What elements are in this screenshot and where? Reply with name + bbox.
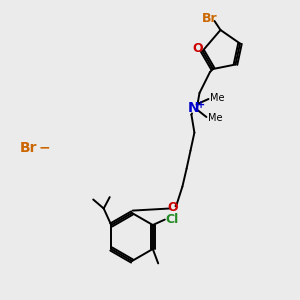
Text: N: N [188, 101, 199, 115]
Text: Me: Me [208, 112, 222, 123]
Text: −: − [39, 141, 50, 154]
Text: Br: Br [202, 11, 218, 25]
Text: Cl: Cl [166, 213, 179, 226]
Text: +: + [197, 100, 205, 110]
Text: Me: Me [210, 93, 224, 103]
Text: O: O [167, 201, 178, 214]
Text: Br: Br [20, 142, 37, 155]
Text: O: O [193, 42, 203, 55]
